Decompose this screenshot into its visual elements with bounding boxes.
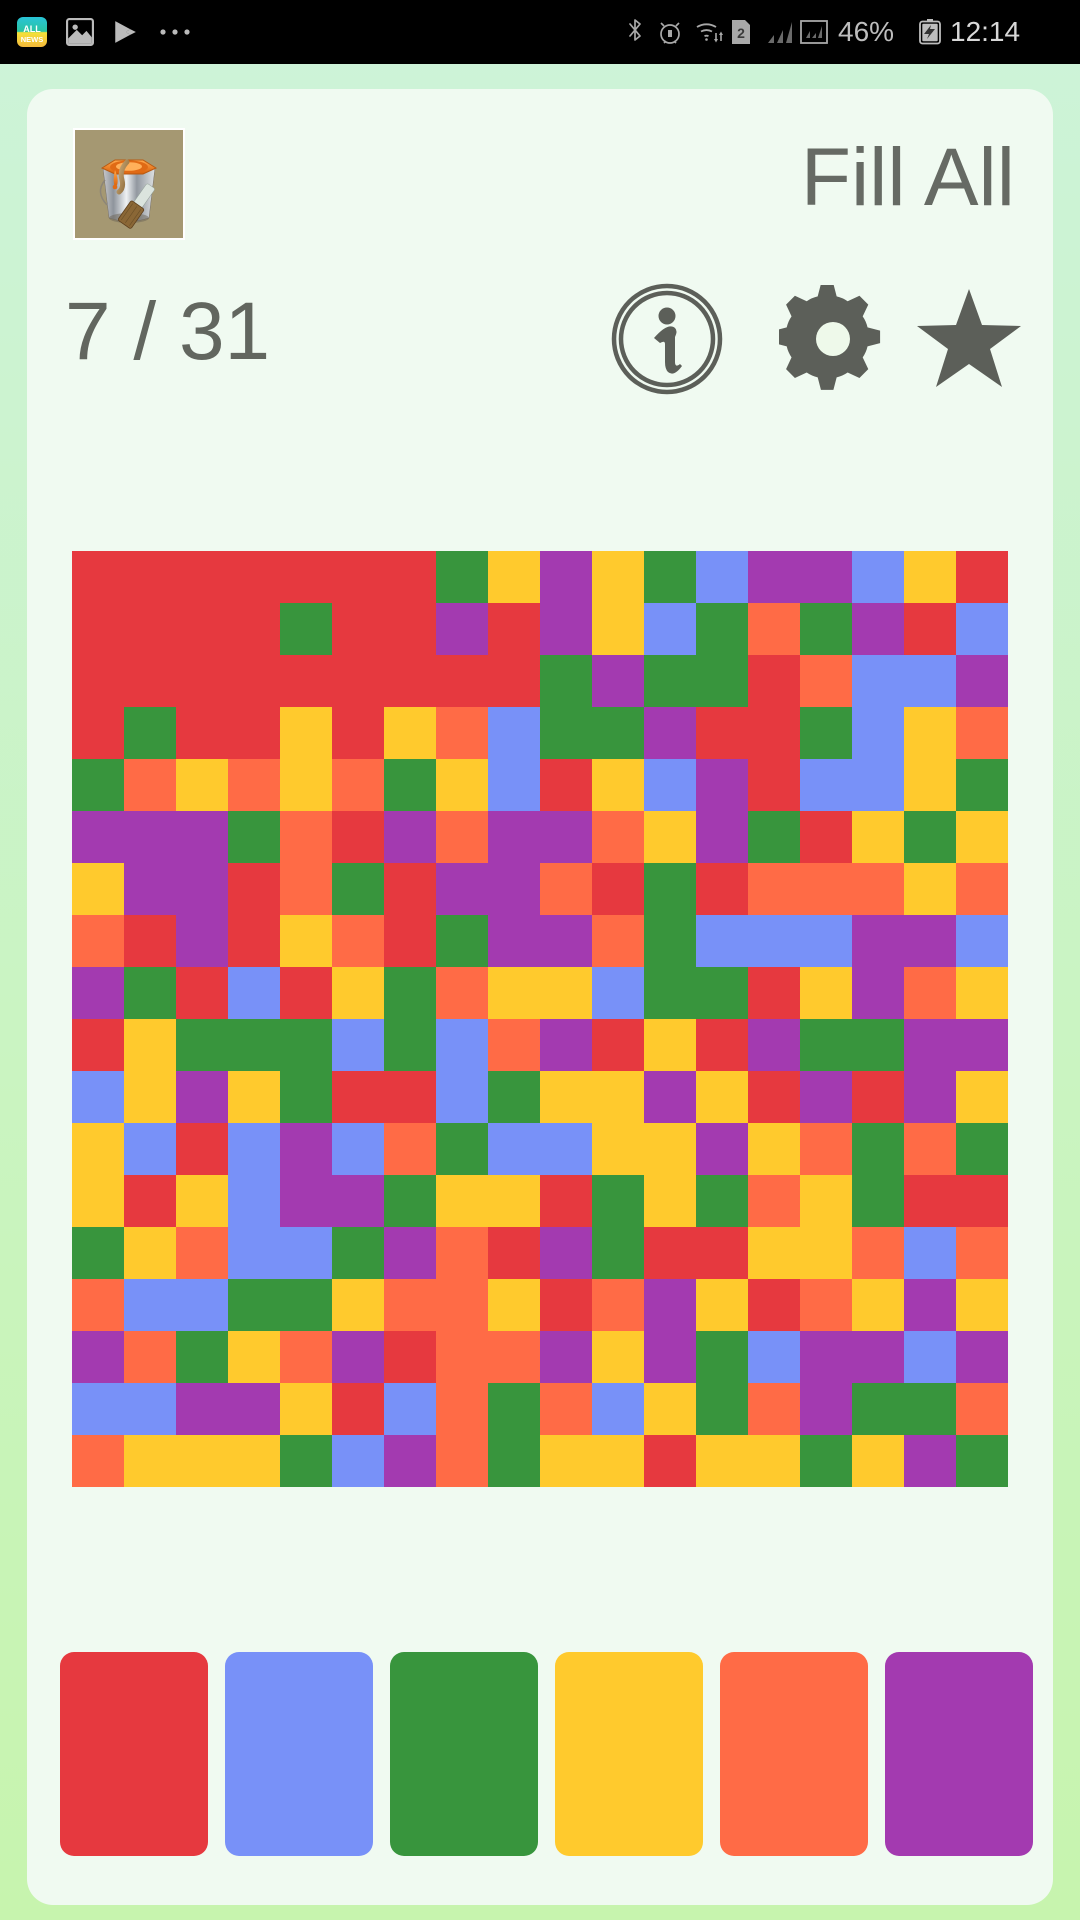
svg-text:2: 2: [737, 25, 745, 41]
svg-text:NEWS: NEWS: [21, 35, 44, 44]
svg-text:ALL: ALL: [23, 24, 41, 34]
